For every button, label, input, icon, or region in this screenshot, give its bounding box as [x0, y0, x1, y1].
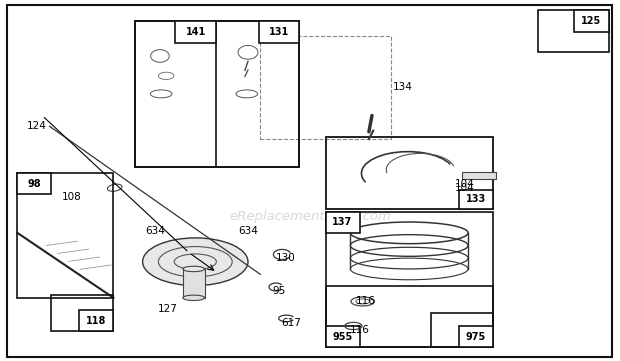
Bar — [175, 21, 216, 43]
Bar — [135, 21, 299, 167]
Text: 108: 108 — [61, 192, 81, 202]
Text: 634: 634 — [238, 226, 258, 236]
Bar — [431, 313, 493, 347]
Bar — [462, 172, 496, 179]
Bar — [326, 212, 360, 233]
Bar — [260, 36, 391, 139]
Bar — [538, 10, 609, 52]
Text: 127: 127 — [157, 304, 177, 314]
Bar — [326, 326, 360, 347]
Bar — [51, 295, 113, 331]
Text: 104: 104 — [454, 179, 474, 189]
Text: 137: 137 — [332, 217, 353, 227]
Ellipse shape — [143, 238, 248, 286]
Bar — [183, 269, 205, 298]
Text: 131: 131 — [269, 27, 290, 37]
Bar — [326, 212, 493, 347]
Bar — [459, 190, 493, 209]
Text: eReplacementParts.com: eReplacementParts.com — [229, 210, 391, 223]
Text: 116: 116 — [350, 325, 370, 335]
Bar — [79, 310, 113, 331]
Text: 125: 125 — [582, 16, 601, 26]
Bar — [459, 326, 493, 347]
Text: 118: 118 — [86, 316, 107, 326]
Bar — [17, 173, 113, 298]
Text: 617: 617 — [281, 318, 301, 328]
Bar — [574, 10, 609, 32]
Text: 975: 975 — [466, 332, 486, 342]
Bar — [17, 173, 51, 194]
Text: 133: 133 — [466, 195, 486, 204]
Text: 124: 124 — [27, 121, 47, 131]
Text: 134: 134 — [393, 82, 413, 92]
Text: 130: 130 — [275, 253, 295, 263]
Text: 141: 141 — [185, 27, 206, 37]
Ellipse shape — [183, 295, 205, 300]
Bar — [326, 286, 493, 347]
Text: 116: 116 — [356, 296, 376, 306]
Bar — [259, 21, 299, 43]
Text: 98: 98 — [28, 179, 41, 189]
Text: 955: 955 — [332, 332, 353, 342]
Text: 634: 634 — [145, 226, 165, 236]
Text: 104: 104 — [455, 183, 475, 193]
Ellipse shape — [183, 266, 205, 271]
Bar — [326, 137, 493, 209]
Text: 95: 95 — [272, 286, 286, 296]
